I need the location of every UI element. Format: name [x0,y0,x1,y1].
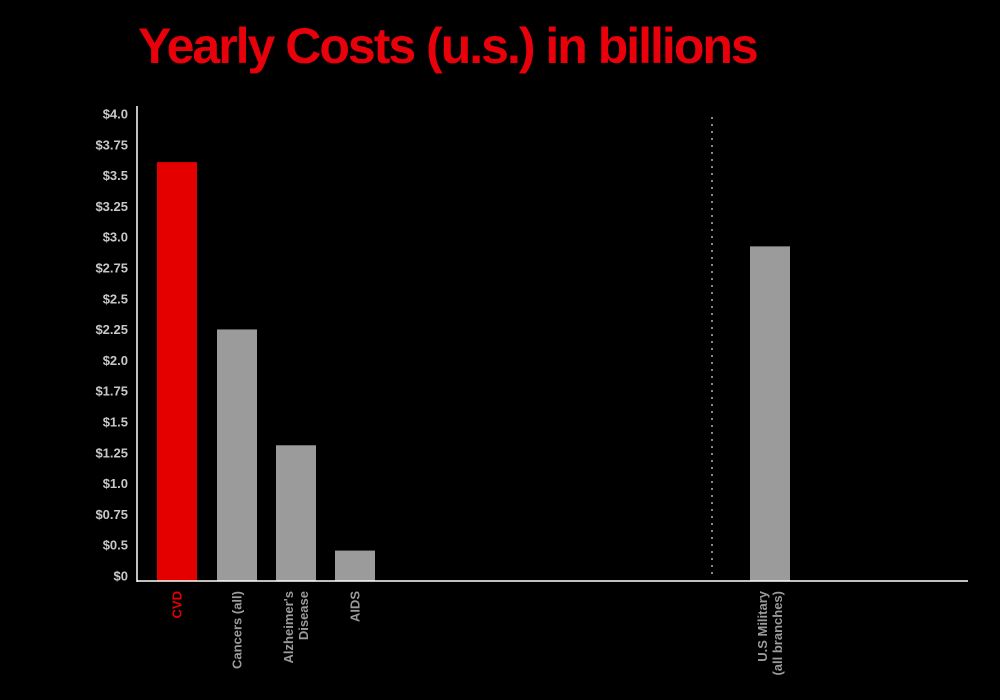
y-tick-label: $2.5 [103,291,128,306]
y-tick-label: $3.0 [103,230,128,245]
category-label-line: U.S Military [755,590,770,662]
category-label: Alzheimer's Disease [281,591,311,663]
bar [335,550,375,581]
y-tick-label: $3.25 [95,199,128,214]
y-axis-ticks: $0 $0.5 $0.75 $1.0 $1.25 $1.5 $1.75 $2.0 $2.25 $2… [95,107,128,584]
y-tick-label: $4.0 [103,107,128,122]
category-label: CVD [170,591,185,618]
category-label-line: CVD [170,591,185,618]
bar [276,445,316,581]
category-label-line: Cancers (all) [230,591,245,669]
y-tick-label: $0.5 [103,538,128,553]
y-tick-label: $3.5 [103,168,128,183]
y-tick-label: $2.75 [95,261,128,276]
axes [136,106,968,582]
y-tick-label: $0.75 [95,507,128,522]
y-tick-label: $1.75 [95,384,128,399]
y-tick-label: $2.25 [95,322,128,337]
bars [157,162,790,581]
bar [157,162,197,581]
category-labels: CVD Cancers (all) Alzheimer's Disease AIDS U.… [170,590,786,675]
y-tick-label: $1.5 [103,415,128,430]
y-tick-label: $3.75 [95,137,128,152]
chart-title: Yearly Costs (u.s.) in billions [138,18,759,74]
category-label: Cancers (all) [230,591,245,669]
y-tick-label: $1.0 [103,476,128,491]
y-tick-label: $2.0 [103,353,128,368]
bar [217,329,257,581]
category-label: U.S Military (all branches) [755,590,785,675]
category-label: AIDS [348,591,363,622]
bar [750,246,790,581]
category-label-line: Alzheimer's [281,591,296,663]
category-label-line: Disease [296,591,311,640]
y-tick-label: $1.25 [95,445,128,460]
category-label-line: (all branches) [770,591,785,676]
y-tick-label: $0 [114,569,128,584]
category-label-line: AIDS [348,591,363,622]
